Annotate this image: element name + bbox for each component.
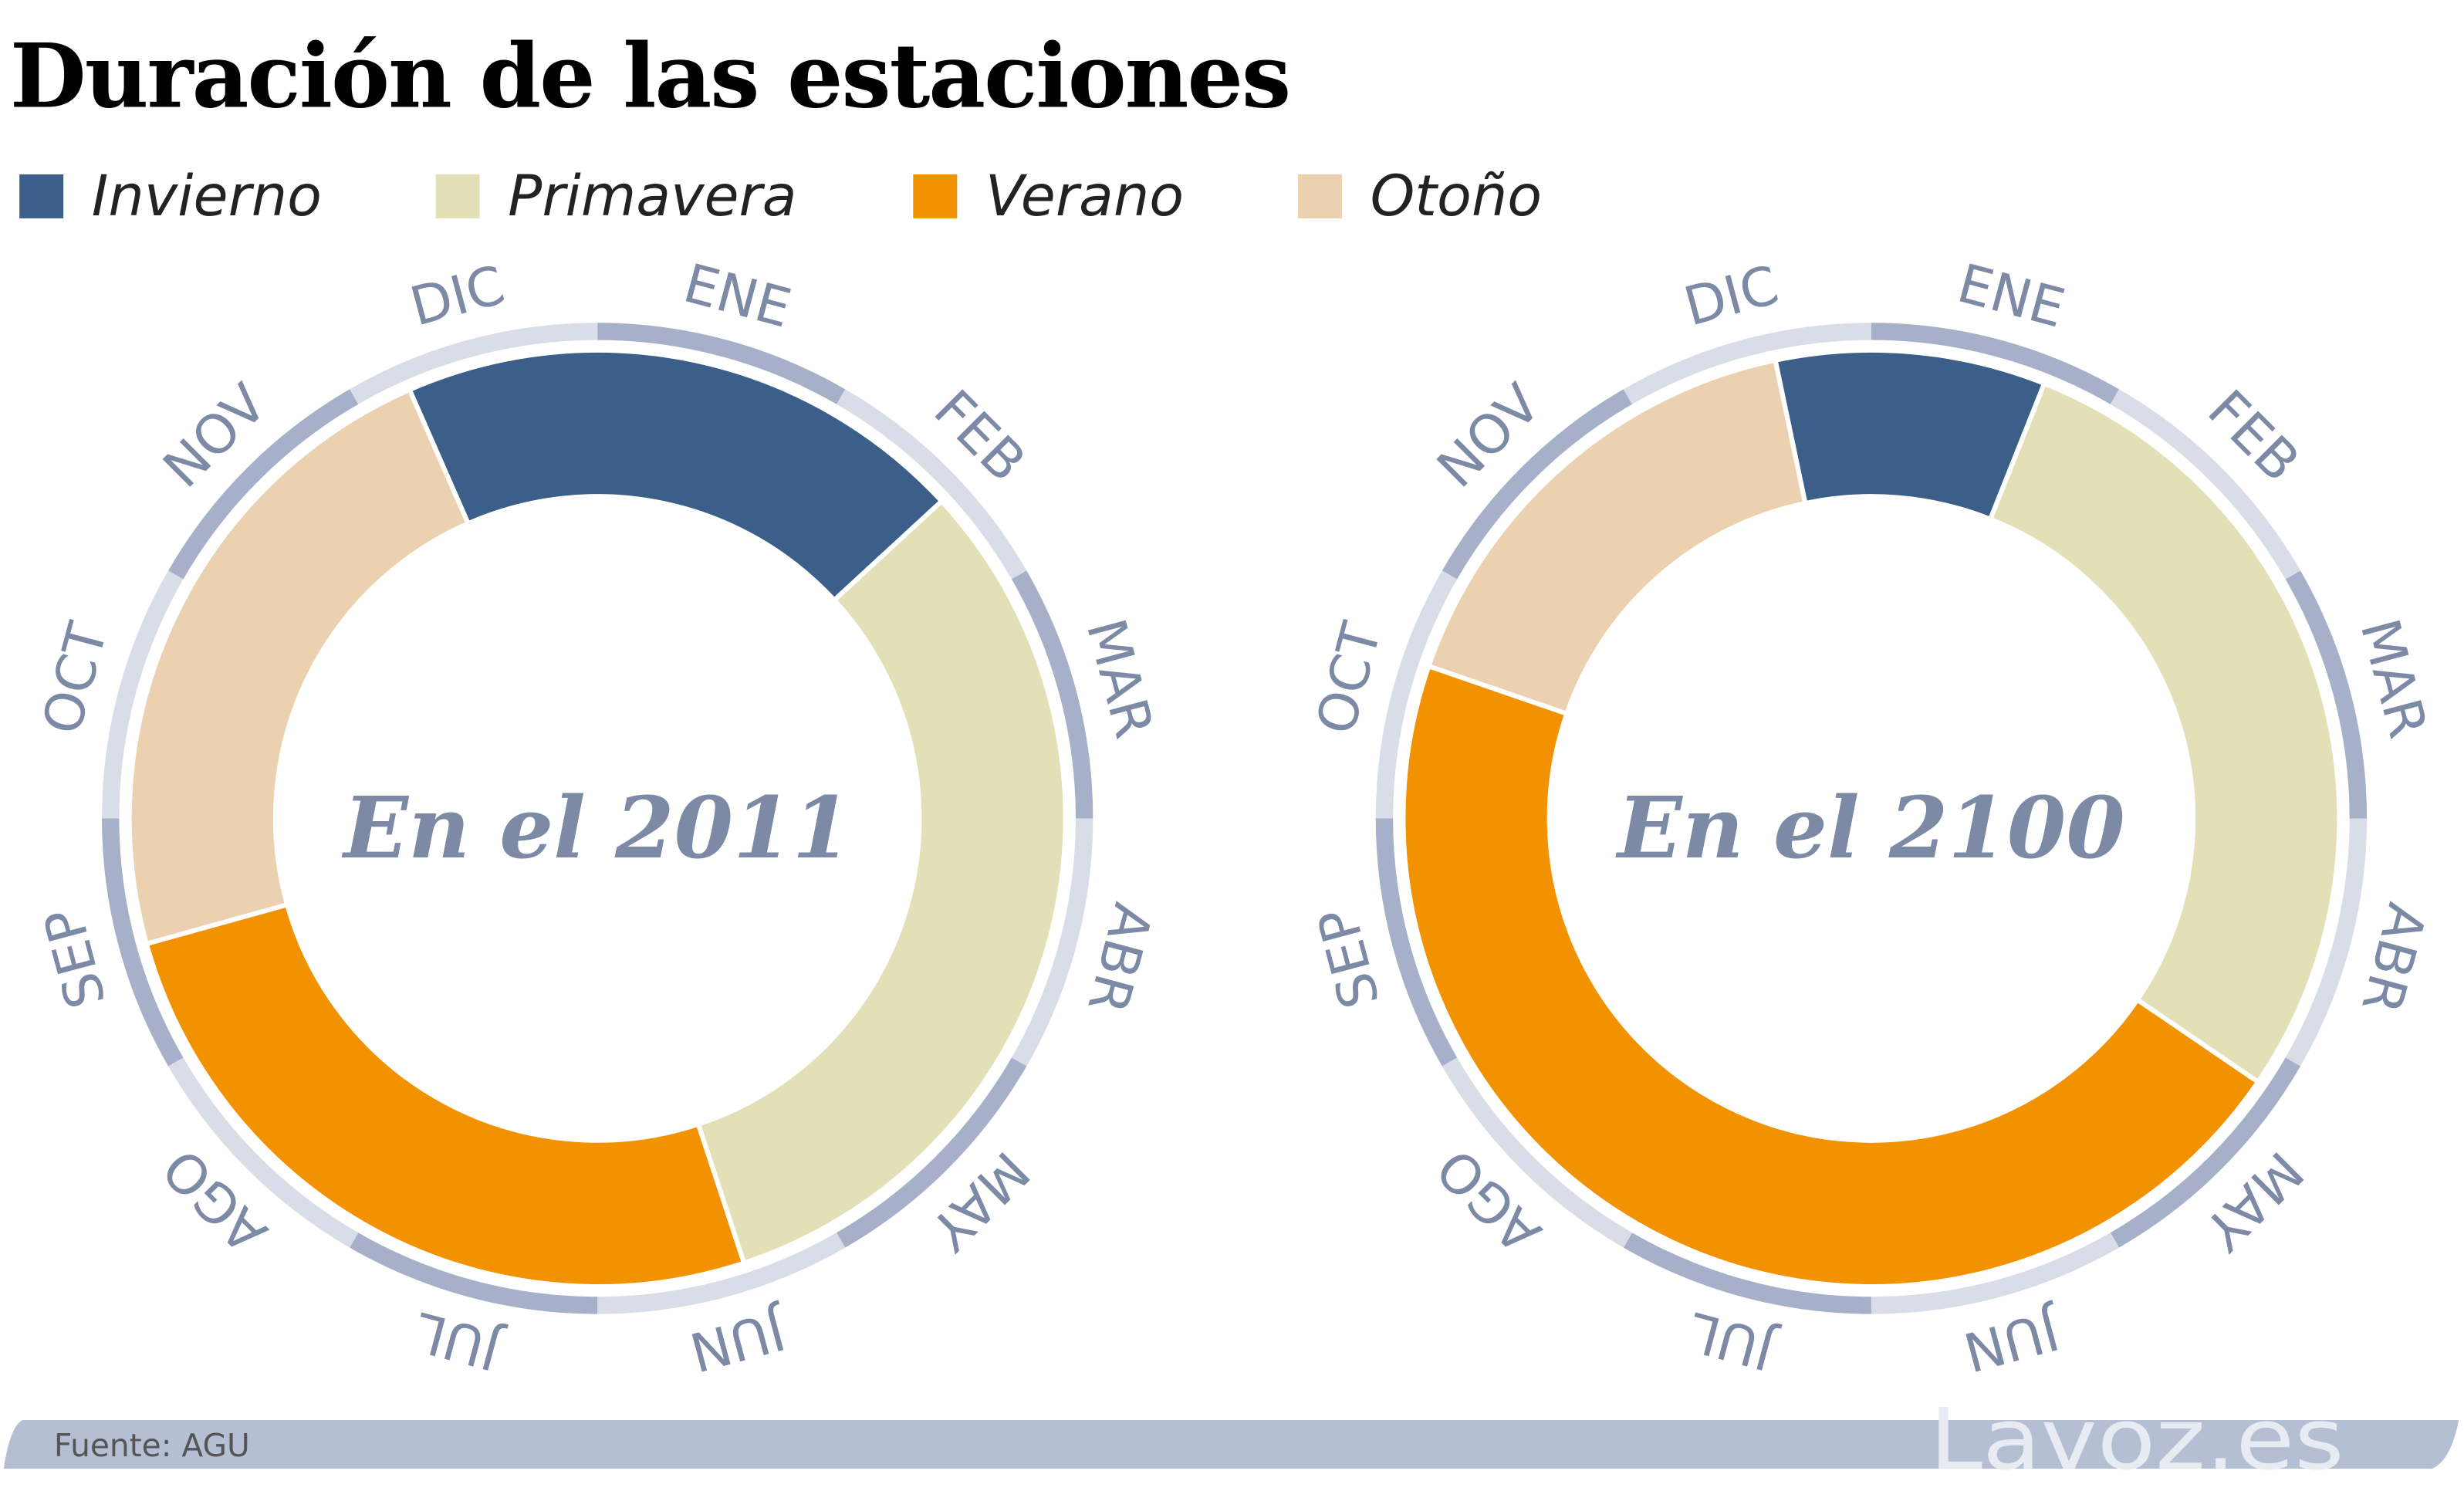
segment-verano: [144, 901, 747, 1289]
footer-bar: [3, 1420, 2459, 1469]
month-label: AGO: [151, 1137, 279, 1265]
month-arc-jun: [597, 1232, 846, 1314]
month-arc-ene: [597, 323, 846, 404]
month-arc-sep: [1375, 818, 1458, 1067]
month-label: DIC: [1678, 255, 1785, 339]
month-label: OCT: [1305, 616, 1394, 741]
month-label: SEP: [32, 902, 118, 1015]
month-label: JUN: [684, 1297, 794, 1382]
month-arc-may: [837, 1057, 1027, 1248]
segment-primavera: [695, 498, 1068, 1266]
month-arc-mar: [1011, 570, 1093, 819]
month-arc-may: [2110, 1057, 2301, 1248]
month-label: NOV: [152, 373, 279, 499]
center-label: En el 2011: [341, 778, 851, 877]
footer: Fuente: AGU Lavoz.es: [3, 1390, 2459, 1489]
month-label: MAR: [2348, 613, 2439, 745]
legend-swatch-otoño: [1297, 174, 1342, 218]
month-label: AGO: [1425, 1137, 1553, 1265]
month-arc-ene: [1871, 323, 2119, 404]
month-arc-mar: [2285, 570, 2368, 819]
logo: Lavoz.es: [1929, 1390, 2344, 1489]
legend-label: Verano: [985, 164, 1184, 229]
month-label: ABR: [2349, 897, 2437, 1019]
segment-otono: [127, 386, 472, 947]
segment-invierno: [406, 347, 945, 604]
month-arc-ago: [168, 1057, 359, 1248]
month-arc-oct: [102, 570, 184, 819]
month-arc-jul: [350, 1232, 598, 1314]
month-arc-dic: [1623, 323, 1871, 404]
month-label: ENE: [678, 252, 797, 340]
legend-label: Otoño: [1371, 164, 1542, 229]
month-arc-jun: [1871, 1232, 2119, 1314]
legend-swatch-verano: [913, 174, 958, 218]
month-label: ENE: [1952, 252, 2071, 340]
month-label: MAR: [1074, 613, 1164, 745]
month-label: JUL: [408, 1300, 509, 1382]
month-arc-oct: [1375, 570, 1458, 819]
legend-label: Invierno: [92, 164, 322, 229]
month-label: NOV: [1426, 373, 1553, 499]
chart-title: Duración de las estaciones: [10, 24, 1289, 127]
month-label: JUN: [1957, 1297, 2067, 1382]
month-arc-jul: [1623, 1232, 1871, 1314]
month-arc-nov: [1442, 389, 1633, 580]
source-text: Fuente: AGU: [54, 1427, 250, 1464]
month-label: SEP: [1306, 902, 1392, 1015]
legend: Invierno Primavera Verano Otoño: [19, 164, 1542, 229]
month-arc-abr: [2285, 818, 2368, 1067]
legend-swatch-invierno: [19, 174, 64, 218]
month-label: DIC: [404, 255, 512, 339]
month-label: OCT: [31, 616, 120, 741]
month-arc-dic: [350, 323, 598, 404]
segment-verano: [1401, 663, 2262, 1290]
legend-label: Primavera: [508, 164, 796, 229]
month-arc-nov: [168, 389, 359, 580]
month-arc-ago: [1442, 1057, 1633, 1248]
center-label: En el 2100: [1615, 778, 2125, 877]
month-arc-feb: [2110, 389, 2301, 580]
month-arc-feb: [837, 389, 1027, 580]
month-label: JUL: [1682, 1300, 1783, 1382]
segment-otono: [1425, 357, 1808, 717]
month-arc-sep: [102, 818, 184, 1067]
month-label: ABR: [1075, 897, 1163, 1019]
legend-swatch-primavera: [435, 174, 480, 218]
segment-primavera: [1987, 380, 2342, 1086]
month-arc-abr: [1011, 818, 1093, 1067]
